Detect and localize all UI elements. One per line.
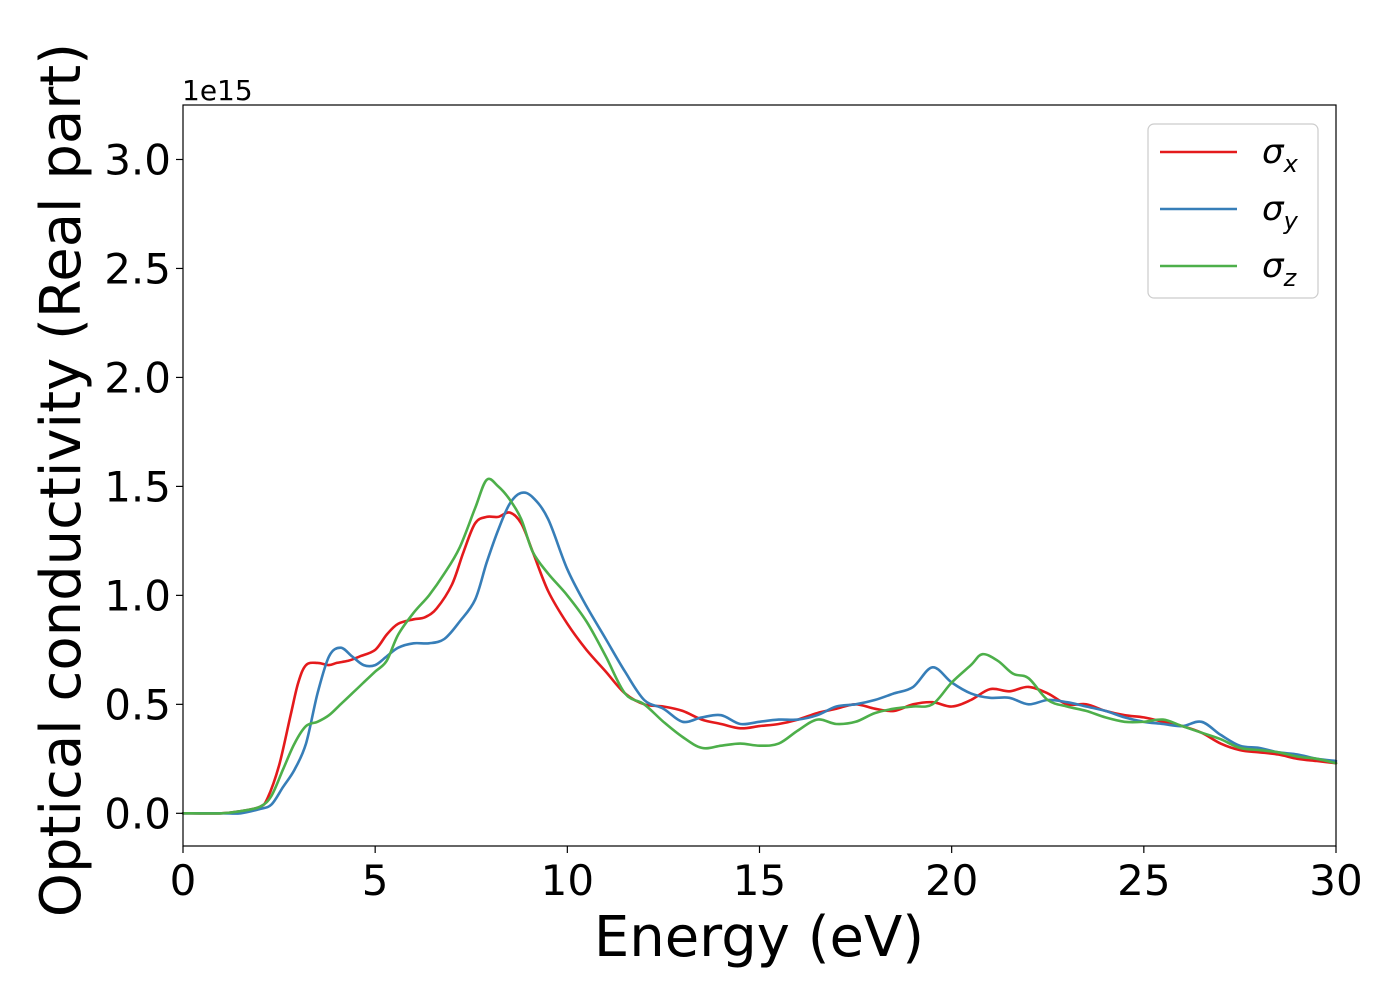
x-tick-label: 30 <box>1309 856 1362 905</box>
y-tick-label: 0.5 <box>104 680 171 729</box>
x-tick-label: 5 <box>362 856 389 905</box>
x-axis-ticks: 0 5 10 15 20 25 30 <box>170 846 1363 905</box>
y-tick-label: 3.0 <box>104 135 171 184</box>
legend-label-y: σy <box>1262 189 1299 235</box>
legend-items: σx σy σz <box>1160 132 1299 292</box>
legend-label-z: σz <box>1262 246 1298 292</box>
y-tick-label: 0.0 <box>104 789 171 838</box>
x-tick-label: 20 <box>925 856 978 905</box>
y-axis-ticks: 0.0 0.5 1.0 1.5 2.0 2.5 3.0 <box>104 135 183 838</box>
x-tick-label: 10 <box>541 856 594 905</box>
y-tick-label: 2.0 <box>104 353 171 402</box>
x-axis-label: Energy (eV) <box>594 905 924 970</box>
y-tick-label: 1.5 <box>104 462 171 511</box>
series-line-z <box>181 477 1338 815</box>
x-tick-label: 15 <box>733 856 786 905</box>
legend: σx σy σz <box>1147 123 1319 299</box>
y-tick-label: 2.5 <box>104 244 171 293</box>
y-tick-label: 1.0 <box>104 571 171 620</box>
legend-box <box>1147 123 1319 299</box>
y-axis-offset-label: 1e15 <box>182 74 253 107</box>
series-layer <box>181 477 1338 815</box>
series-line-y <box>181 491 1338 815</box>
x-tick-label: 25 <box>1117 856 1170 905</box>
legend-label-x: σx <box>1262 132 1299 178</box>
y-axis-label: Optical conductivity (Real part) <box>29 43 94 917</box>
x-tick-label: 0 <box>170 856 197 905</box>
